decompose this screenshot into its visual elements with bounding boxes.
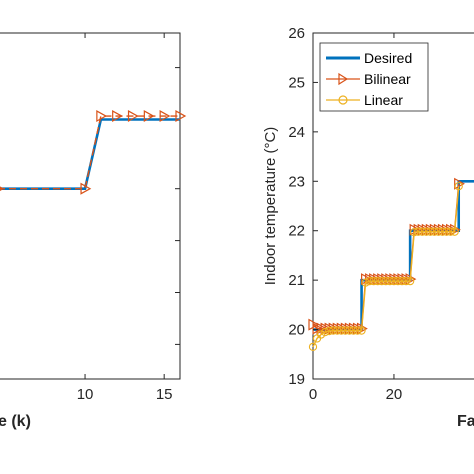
x-tick-label: 0 — [309, 386, 317, 403]
series-point — [454, 177, 465, 190]
series-point — [308, 342, 318, 352]
series-point — [127, 110, 139, 123]
series-point — [345, 326, 354, 335]
series-point — [357, 326, 366, 335]
y-tick-label: 25 — [288, 74, 305, 91]
y-tick-label: 20 — [288, 322, 305, 339]
series-point — [341, 326, 350, 335]
series-point — [381, 276, 391, 286]
series-point — [373, 276, 382, 286]
legend-label-bilinear: Bilinear — [364, 71, 411, 87]
left-x-axis-label: e (k) — [0, 413, 31, 430]
series-point — [337, 326, 346, 335]
series-point — [442, 227, 451, 236]
left-plot: 10 15 e (k) — [0, 32, 187, 430]
y-tick-label: 23 — [288, 173, 305, 190]
x-tick-label: 10 — [77, 386, 94, 403]
series-point — [96, 110, 108, 123]
series-point — [320, 327, 330, 337]
series-point — [377, 276, 386, 286]
y-tick-label: 26 — [288, 25, 305, 42]
series-point — [401, 276, 411, 286]
y-tick-label: 21 — [288, 272, 305, 289]
series-point — [454, 182, 463, 191]
series-point — [361, 278, 370, 287]
series-point — [426, 227, 435, 236]
series-point — [316, 330, 326, 339]
series-point — [385, 276, 395, 286]
series-point — [80, 182, 92, 195]
series-point — [410, 228, 419, 237]
series-point — [325, 326, 334, 336]
series-point — [430, 227, 439, 236]
series-point — [405, 276, 415, 286]
series-point — [349, 326, 358, 335]
series-point — [175, 110, 187, 123]
legend-label-linear: Linear — [364, 92, 403, 108]
legend: Desired Bilinear Linear — [319, 42, 429, 112]
series-point — [422, 227, 431, 236]
y-tick-label: 22 — [288, 223, 305, 240]
series-point — [329, 326, 338, 335]
series-point — [393, 276, 403, 286]
legend-marker-linear — [338, 95, 348, 105]
series-point — [450, 227, 459, 236]
right-y-axis-label: Indoor temperature (°C) — [262, 127, 279, 286]
legend-marker-bilinear — [338, 72, 349, 86]
legend-label-desired: Desired — [364, 50, 412, 66]
series-point — [143, 110, 155, 123]
x-tick-label: 15 — [156, 386, 173, 403]
series-point — [112, 110, 123, 123]
series-point — [365, 276, 374, 286]
series-point — [159, 110, 171, 123]
y-tick-label: 19 — [288, 371, 305, 388]
series-line — [0, 115, 180, 190]
series-point — [397, 276, 407, 286]
series-point — [446, 227, 455, 236]
series-point — [434, 227, 443, 236]
right-plot: 19 20 21 22 23 24 25 26 0 20 Indoor temperature … — [262, 25, 474, 430]
series-point — [333, 326, 342, 335]
series-point — [389, 276, 399, 286]
x-tick-label: 20 — [386, 386, 403, 403]
right-x-axis-label: Fa — [457, 413, 474, 430]
series-point — [418, 227, 427, 236]
series-point — [369, 276, 378, 286]
left-plot-frame — [0, 32, 181, 380]
series-point — [438, 227, 447, 236]
series-point — [353, 326, 362, 335]
series-point — [414, 227, 423, 236]
y-tick-label: 24 — [288, 124, 305, 141]
